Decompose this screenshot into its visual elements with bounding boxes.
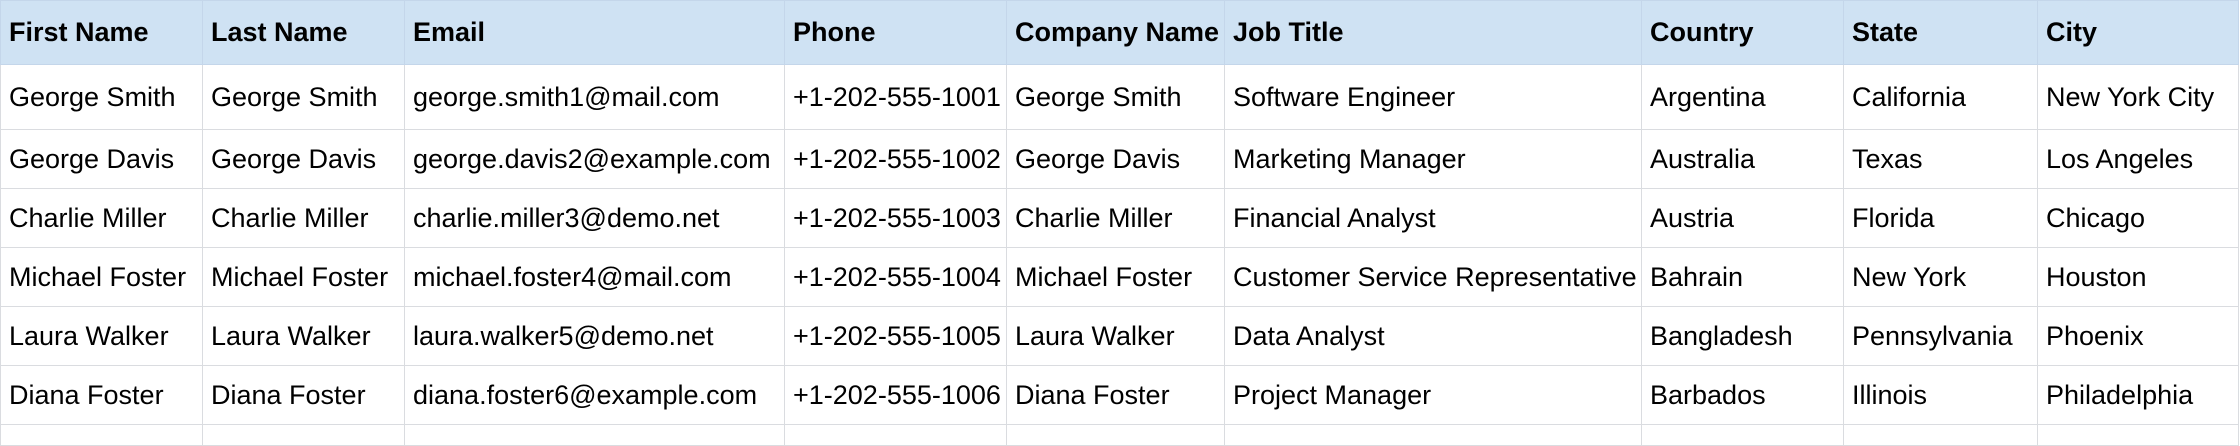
table-cell[interactable]: Texas <box>1843 129 2038 189</box>
table-row: Charlie Miller Charlie Miller charlie.mi… <box>0 188 2239 248</box>
table-cell[interactable]: Philadelphia <box>2037 365 2239 425</box>
table-cell[interactable]: diana.foster6@example.com <box>404 365 785 425</box>
table-cell[interactable]: George Davis <box>202 129 405 189</box>
table-cell[interactable]: Laura Walker <box>0 306 203 366</box>
header-cell-email[interactable]: Email <box>404 0 785 65</box>
table-cell[interactable]: George Davis <box>1006 129 1225 189</box>
table-cell[interactable]: Los Angeles <box>2037 129 2239 189</box>
table-row: Laura Walker Laura Walker laura.walker5@… <box>0 306 2239 366</box>
table-cell[interactable]: Michael Foster <box>1006 247 1225 307</box>
table-cell[interactable]: Bahrain <box>1641 247 1844 307</box>
table-cell[interactable]: New York <box>1843 247 2038 307</box>
empty-cell[interactable] <box>1224 424 1642 446</box>
table-cell[interactable]: New York City <box>2037 64 2239 130</box>
table-row: George Smith George Smith george.smith1@… <box>0 64 2239 130</box>
table-cell[interactable]: George Smith <box>0 64 203 130</box>
table-cell[interactable]: michael.foster4@mail.com <box>404 247 785 307</box>
table-cell[interactable]: Diana Foster <box>0 365 203 425</box>
empty-cell[interactable] <box>0 424 203 446</box>
table-cell[interactable]: George Smith <box>1006 64 1225 130</box>
table-cell[interactable]: George Davis <box>0 129 203 189</box>
table-cell[interactable]: +1-202-555-1003 <box>784 188 1007 248</box>
table-cell[interactable]: George Smith <box>202 64 405 130</box>
table-cell[interactable]: Charlie Miller <box>202 188 405 248</box>
table-cell[interactable]: Laura Walker <box>1006 306 1225 366</box>
empty-cell[interactable] <box>784 424 1007 446</box>
table-cell[interactable]: +1-202-555-1006 <box>784 365 1007 425</box>
header-cell-company-name[interactable]: Company Name <box>1006 0 1225 65</box>
table-cell[interactable]: Diana Foster <box>202 365 405 425</box>
table-cell[interactable]: Barbados <box>1641 365 1844 425</box>
header-cell-state[interactable]: State <box>1843 0 2038 65</box>
header-row: First Name Last Name Email Phone Company… <box>0 0 2239 65</box>
table-row: Diana Foster Diana Foster diana.foster6@… <box>0 365 2239 425</box>
table-cell[interactable]: Pennsylvania <box>1843 306 2038 366</box>
table-cell[interactable]: Argentina <box>1641 64 1844 130</box>
table-cell[interactable]: george.davis2@example.com <box>404 129 785 189</box>
table-cell[interactable]: +1-202-555-1005 <box>784 306 1007 366</box>
table-cell[interactable]: Bangladesh <box>1641 306 1844 366</box>
table-cell[interactable]: Customer Service Representative <box>1224 247 1642 307</box>
table-cell[interactable]: Austria <box>1641 188 1844 248</box>
table-cell[interactable]: Australia <box>1641 129 1844 189</box>
table-cell[interactable]: Michael Foster <box>202 247 405 307</box>
table-cell[interactable]: Illinois <box>1843 365 2038 425</box>
table-cell[interactable]: Software Engineer <box>1224 64 1642 130</box>
table-cell[interactable]: Financial Analyst <box>1224 188 1642 248</box>
table-cell[interactable]: Charlie Miller <box>1006 188 1225 248</box>
empty-cell[interactable] <box>404 424 785 446</box>
empty-cell[interactable] <box>202 424 405 446</box>
table-cell[interactable]: Phoenix <box>2037 306 2239 366</box>
table-cell[interactable]: Diana Foster <box>1006 365 1225 425</box>
table-cell[interactable]: Charlie Miller <box>0 188 203 248</box>
table-cell[interactable]: Project Manager <box>1224 365 1642 425</box>
table-cell[interactable]: Houston <box>2037 247 2239 307</box>
header-cell-job-title[interactable]: Job Title <box>1224 0 1642 65</box>
empty-cell[interactable] <box>1641 424 1844 446</box>
table-cell[interactable]: +1-202-555-1001 <box>784 64 1007 130</box>
table-cell[interactable]: +1-202-555-1002 <box>784 129 1007 189</box>
table-cell[interactable]: Marketing Manager <box>1224 129 1642 189</box>
table-cell[interactable]: Data Analyst <box>1224 306 1642 366</box>
table-cell[interactable]: Florida <box>1843 188 2038 248</box>
table-cell[interactable]: laura.walker5@demo.net <box>404 306 785 366</box>
table-cell[interactable]: +1-202-555-1004 <box>784 247 1007 307</box>
table-cell[interactable]: California <box>1843 64 2038 130</box>
table-cell[interactable]: Michael Foster <box>0 247 203 307</box>
table-cell[interactable]: Chicago <box>2037 188 2239 248</box>
header-cell-phone[interactable]: Phone <box>784 0 1007 65</box>
header-cell-country[interactable]: Country <box>1641 0 1844 65</box>
table-row: Michael Foster Michael Foster michael.fo… <box>0 247 2239 307</box>
table-row: George Davis George Davis george.davis2@… <box>0 129 2239 189</box>
table-cell[interactable]: george.smith1@mail.com <box>404 64 785 130</box>
table-cell[interactable]: charlie.miller3@demo.net <box>404 188 785 248</box>
empty-cell[interactable] <box>1843 424 2038 446</box>
table-cell[interactable]: Laura Walker <box>202 306 405 366</box>
empty-cell[interactable] <box>1006 424 1225 446</box>
header-cell-first-name[interactable]: First Name <box>0 0 203 65</box>
header-cell-city[interactable]: City <box>2037 0 2239 65</box>
empty-row <box>0 424 2239 446</box>
header-cell-last-name[interactable]: Last Name <box>202 0 405 65</box>
empty-cell[interactable] <box>2037 424 2239 446</box>
